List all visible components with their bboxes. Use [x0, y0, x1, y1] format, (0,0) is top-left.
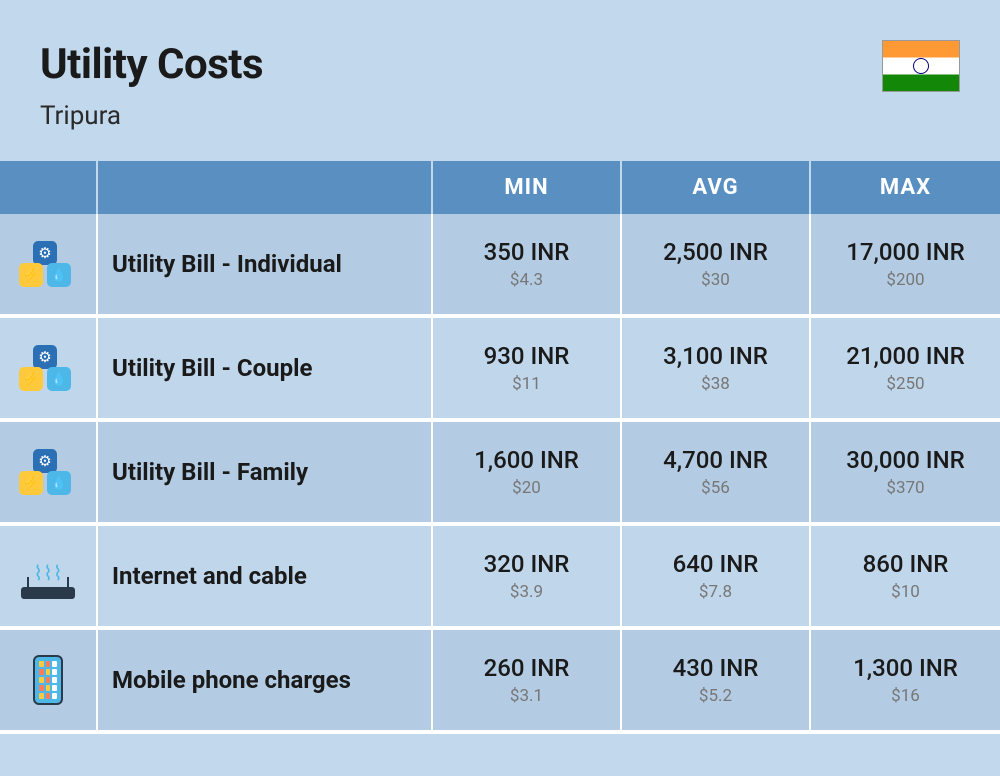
min-secondary: $4.3 — [510, 270, 543, 290]
avg-secondary: $38 — [701, 374, 730, 394]
row-avg: 2,500 INR $30 — [622, 214, 811, 314]
utility-icon: ⚙⚡💧 — [19, 345, 77, 391]
row-icon-cell: ⚙⚡💧 — [0, 214, 98, 314]
row-icon-cell: ⚙⚡💧 — [0, 318, 98, 418]
plug-icon: ⚡ — [19, 471, 43, 495]
row-max: 860 INR $10 — [811, 526, 1000, 626]
row-avg: 640 INR $7.8 — [622, 526, 811, 626]
row-max: 17,000 INR $200 — [811, 214, 1000, 314]
min-primary: 930 INR — [484, 342, 570, 370]
row-icon-cell: ⚙⚡💧 — [0, 422, 98, 522]
plug-icon: ⚡ — [19, 367, 43, 391]
row-label: Internet and cable — [98, 526, 433, 626]
header-text: Utility Costs Tripura — [40, 40, 263, 131]
header-icon-spacer — [0, 161, 98, 214]
table-row: ⚙⚡💧 Utility Bill - Individual 350 INR $4.3 2… — [0, 214, 1000, 318]
phone-icon — [33, 655, 63, 705]
min-secondary: $3.1 — [510, 686, 543, 706]
row-avg: 430 INR $5.2 — [622, 630, 811, 730]
row-icon-cell — [0, 630, 98, 730]
page-title: Utility Costs — [40, 40, 263, 89]
avg-secondary: $5.2 — [699, 686, 732, 706]
row-max: 30,000 INR $370 — [811, 422, 1000, 522]
max-secondary: $200 — [886, 270, 924, 290]
row-max: 1,300 INR $16 — [811, 630, 1000, 730]
avg-primary: 4,700 INR — [663, 446, 768, 474]
row-avg: 3,100 INR $38 — [622, 318, 811, 418]
water-icon: 💧 — [47, 471, 71, 495]
row-label: Utility Bill - Family — [98, 422, 433, 522]
min-primary: 350 INR — [484, 238, 570, 266]
avg-primary: 430 INR — [673, 654, 759, 682]
avg-primary: 3,100 INR — [663, 342, 768, 370]
min-primary: 260 INR — [484, 654, 570, 682]
header-min: MIN — [433, 161, 622, 214]
row-label: Utility Bill - Couple — [98, 318, 433, 418]
table-row: Mobile phone charges 260 INR $3.1 430 INR $5… — [0, 630, 1000, 734]
min-primary: 1,600 INR — [474, 446, 579, 474]
avg-primary: 640 INR — [673, 550, 759, 578]
gear-icon: ⚙ — [33, 449, 57, 473]
table-row: ⚙⚡💧 Utility Bill - Family 1,600 INR $20 4,70… — [0, 422, 1000, 526]
max-primary: 860 INR — [863, 550, 949, 578]
max-secondary: $370 — [886, 478, 924, 498]
wifi-icon: ⌇⌇⌇ — [33, 563, 62, 583]
max-primary: 21,000 INR — [846, 342, 964, 370]
min-secondary: $3.9 — [510, 582, 543, 602]
row-min: 260 INR $3.1 — [433, 630, 622, 730]
table-row: ⚙⚡💧 Utility Bill - Couple 930 INR $11 3,100 … — [0, 318, 1000, 422]
header-max: MAX — [811, 161, 1000, 214]
row-label: Utility Bill - Individual — [98, 214, 433, 314]
avg-secondary: $30 — [701, 270, 730, 290]
gear-icon: ⚙ — [33, 345, 57, 369]
router-icon: ⌇⌇⌇ — [19, 553, 77, 599]
row-min: 320 INR $3.9 — [433, 526, 622, 626]
min-primary: 320 INR — [484, 550, 570, 578]
max-secondary: $250 — [886, 374, 924, 394]
min-secondary: $11 — [512, 374, 541, 394]
max-primary: 30,000 INR — [846, 446, 964, 474]
row-icon-cell: ⌇⌇⌇ — [0, 526, 98, 626]
header: Utility Costs Tripura — [0, 0, 1000, 161]
row-min: 350 INR $4.3 — [433, 214, 622, 314]
row-label: Mobile phone charges — [98, 630, 433, 730]
avg-primary: 2,500 INR — [663, 238, 768, 266]
max-primary: 1,300 INR — [853, 654, 958, 682]
row-min: 1,600 INR $20 — [433, 422, 622, 522]
router-body-icon — [21, 587, 75, 599]
avg-secondary: $56 — [701, 478, 730, 498]
row-max: 21,000 INR $250 — [811, 318, 1000, 418]
min-secondary: $20 — [512, 478, 541, 498]
water-icon: 💧 — [47, 263, 71, 287]
max-primary: 17,000 INR — [846, 238, 964, 266]
utility-icon: ⚙⚡💧 — [19, 449, 77, 495]
avg-secondary: $7.8 — [699, 582, 732, 602]
row-min: 930 INR $11 — [433, 318, 622, 418]
table-header-row: MIN AVG MAX — [0, 161, 1000, 214]
india-flag-icon — [882, 40, 960, 92]
max-secondary: $10 — [891, 582, 920, 602]
water-icon: 💧 — [47, 367, 71, 391]
page-subtitle: Tripura — [40, 101, 263, 131]
row-avg: 4,700 INR $56 — [622, 422, 811, 522]
header-avg: AVG — [622, 161, 811, 214]
max-secondary: $16 — [891, 686, 920, 706]
plug-icon: ⚡ — [19, 263, 43, 287]
gear-icon: ⚙ — [33, 241, 57, 265]
cost-table: MIN AVG MAX ⚙⚡💧Utility Bill - Individual… — [0, 161, 1000, 734]
header-label-spacer — [98, 161, 433, 214]
utility-icon: ⚙⚡💧 — [19, 241, 77, 287]
table-row: ⌇⌇⌇ Internet and cable 320 INR $3.9 640 INR $… — [0, 526, 1000, 630]
